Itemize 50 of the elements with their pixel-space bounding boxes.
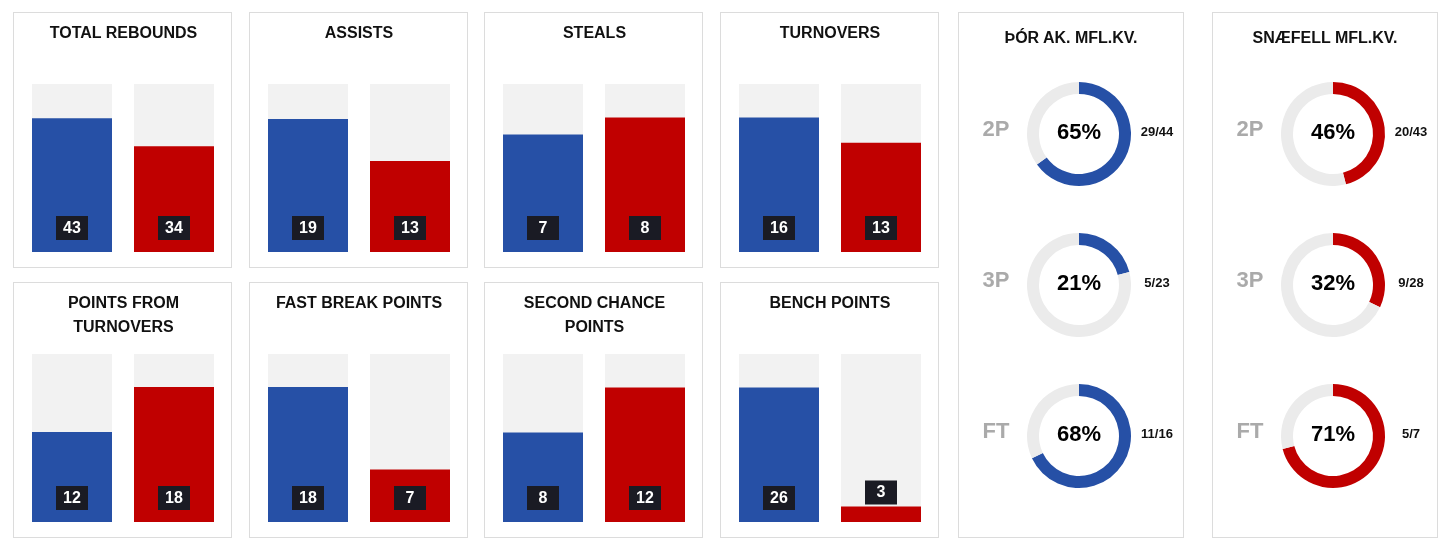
donut-slice [1027,233,1131,337]
text: FT [1235,418,1265,444]
data-label: 46% [1309,119,1356,145]
chart-title: ÞÓR AK. MFL.KV. [1003,29,1139,47]
data-label: 13 [871,219,890,236]
chart-title: TURNOVERS [778,23,882,43]
chart-title: ASSISTS [323,23,395,43]
data-label: 71% [1309,421,1356,447]
text: 2P [981,116,1011,142]
data-label: 43 [63,219,81,236]
chart-title: TOTAL REBOUNDS [48,23,199,43]
chart-title: STEALS [561,23,628,43]
data-label: 3 [876,483,886,501]
data-label: 68% [1055,421,1102,447]
chart-title: SNÆFELL MFL.KV. [1251,29,1399,47]
data-label: 8 [640,219,650,236]
data-label: 32% [1309,270,1356,296]
text: 5/23 [1143,275,1171,290]
data-label: 12 [636,489,654,506]
data-label: 7 [538,219,548,236]
data-label: 19 [298,219,317,236]
data-label: 34 [165,219,183,236]
data-label: 65% [1055,119,1102,145]
text: 2P [1235,116,1265,142]
text: 3P [981,267,1011,293]
data-label: 12 [63,489,81,506]
chart-title: POINTS FROM TURNOVERS [66,293,181,337]
chart-title: SECOND CHANCE POINTS [522,293,667,337]
text: 29/44 [1139,124,1175,139]
data-label: 13 [400,219,419,236]
data-label: 18 [298,489,317,506]
donut-slice [1282,384,1385,488]
data-label: 8 [538,489,548,506]
donut-slice [1079,233,1130,276]
donut-slice [1031,384,1131,488]
data-label: 21% [1055,270,1102,296]
text: 11/16 [1140,426,1174,441]
donut-slice [1036,82,1131,186]
chart-title: BENCH POINTS [768,293,892,313]
text: 5/7 [1400,426,1422,441]
data-label: 26 [769,489,788,506]
data-label: 7 [405,489,415,506]
text: 20/43 [1393,124,1429,139]
data-label: 18 [165,489,183,506]
text: FT [981,418,1011,444]
chart-title: FAST BREAK POINTS [274,293,444,313]
donut-slice [1281,233,1381,337]
data-label: 16 [769,219,788,236]
text: 3P [1235,267,1265,293]
text: 9/28 [1397,275,1425,290]
